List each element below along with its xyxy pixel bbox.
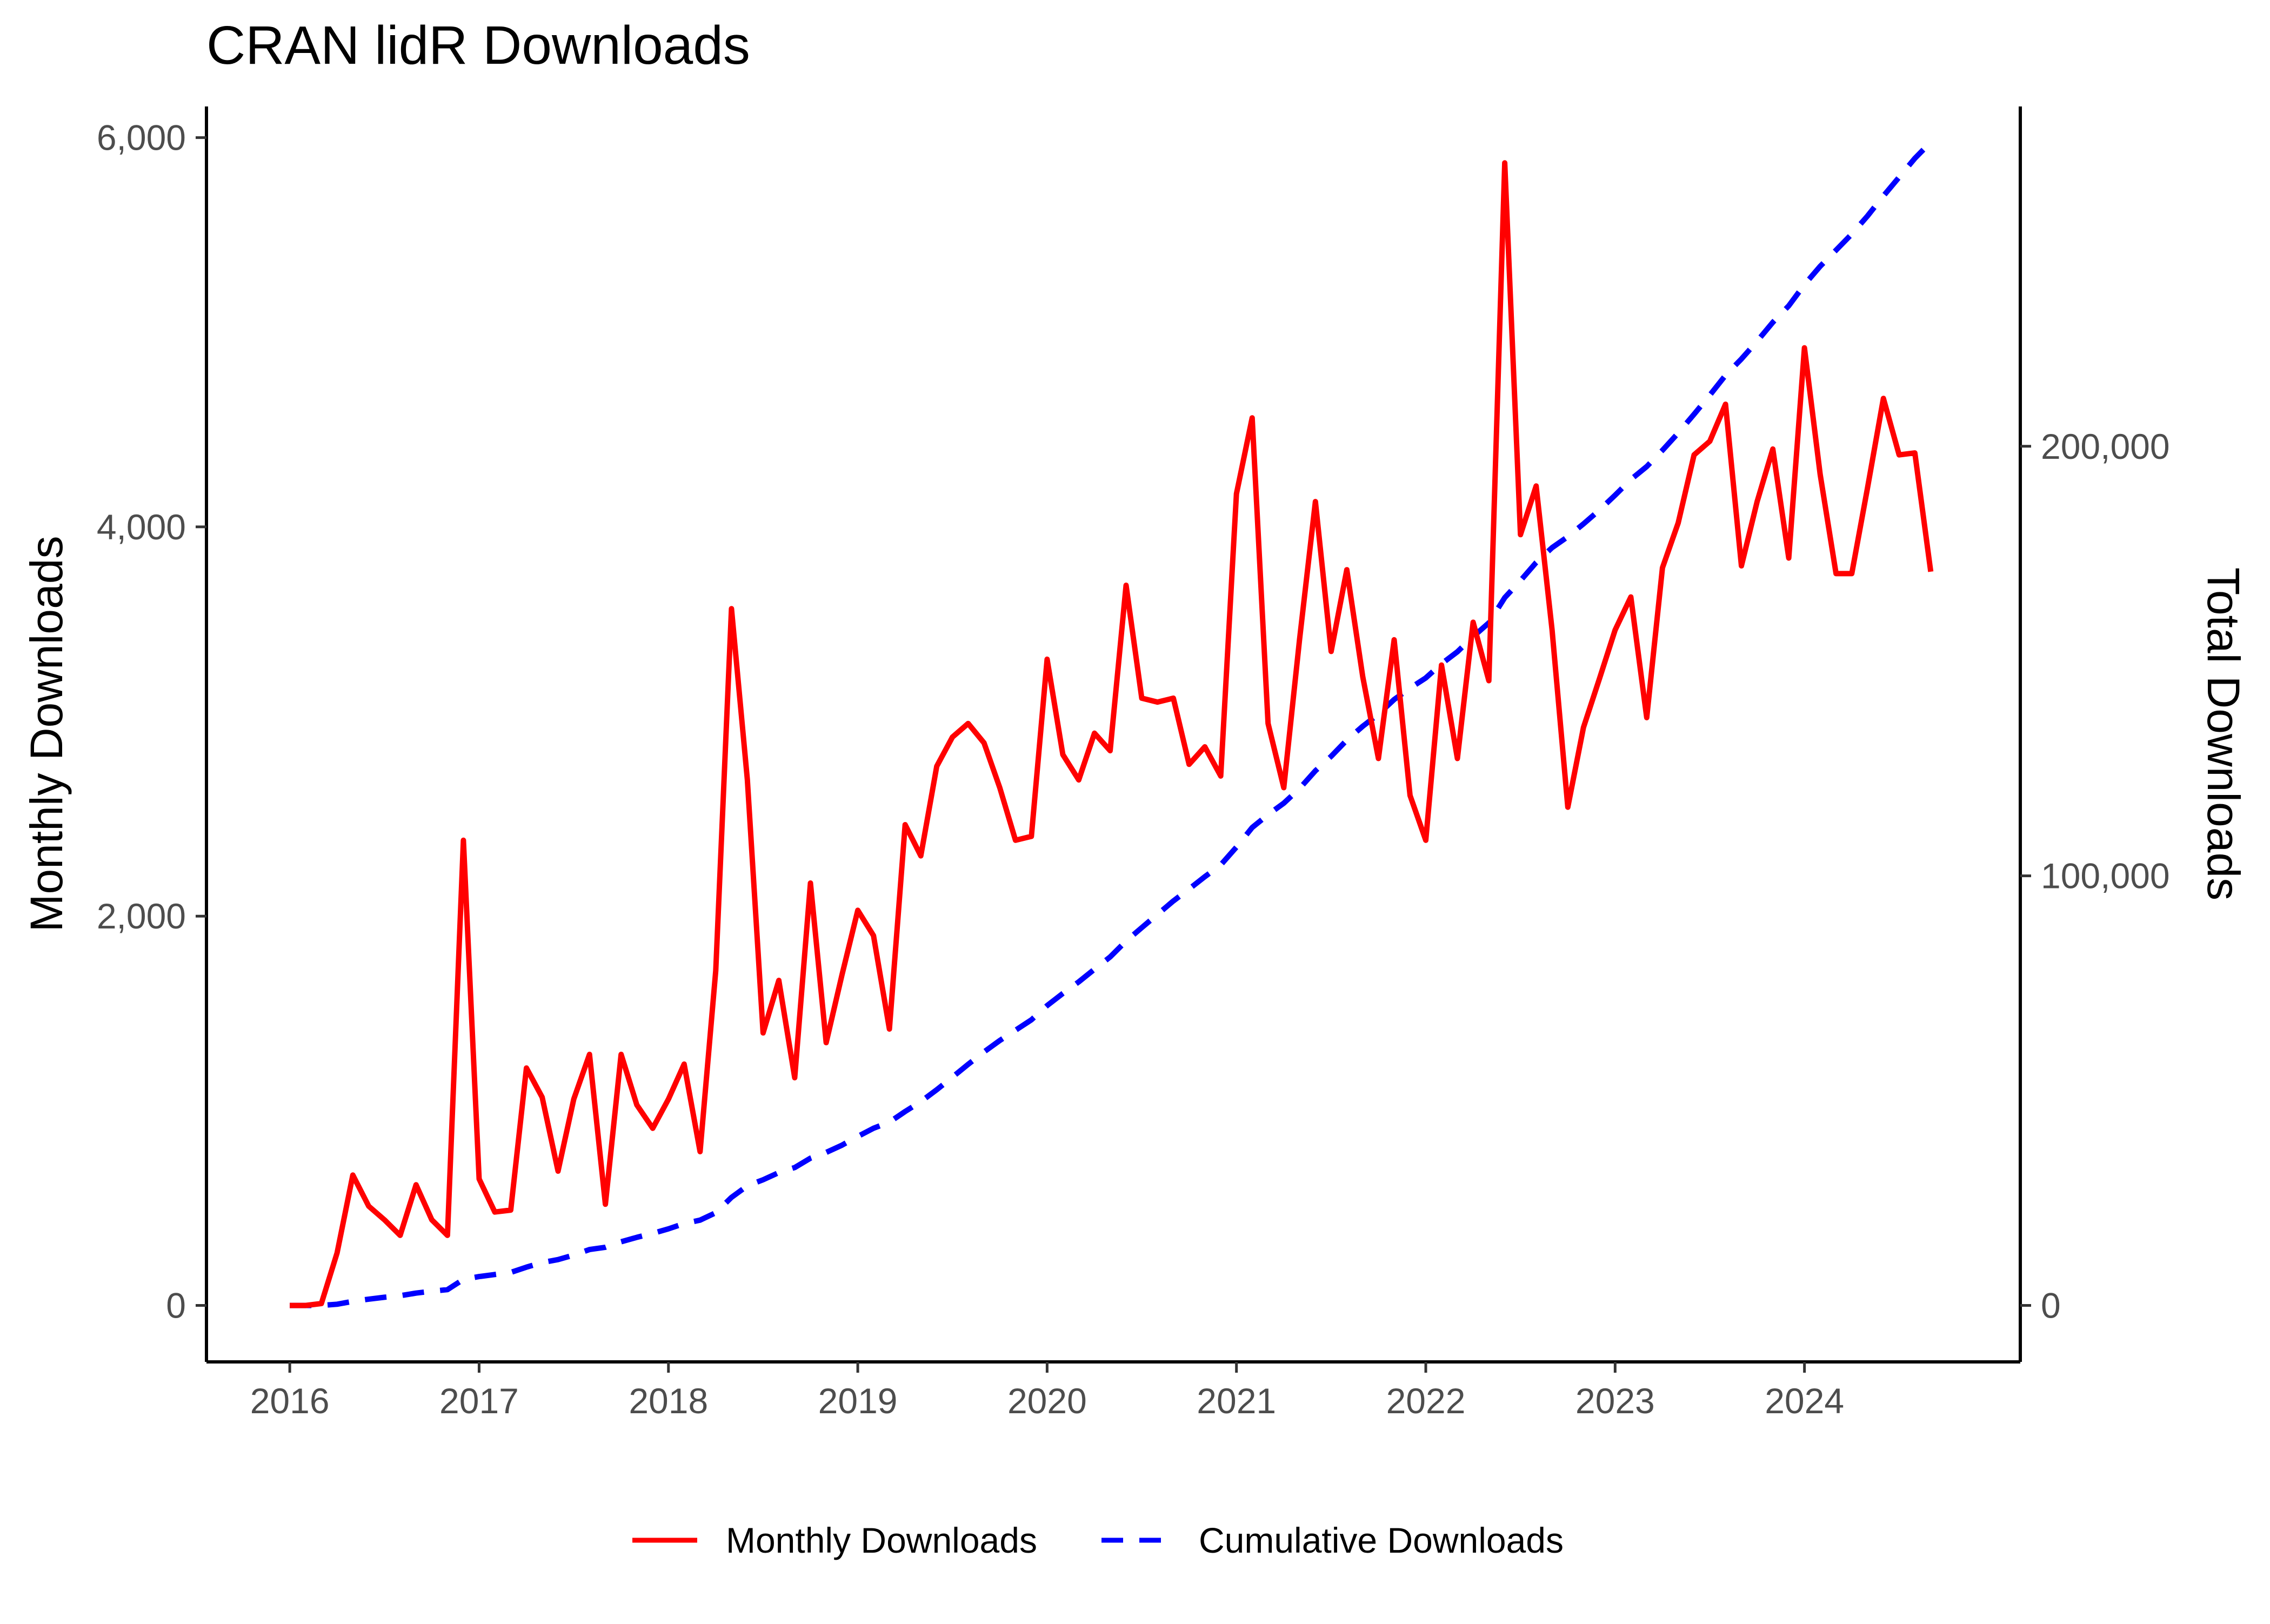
x-tick-label: 2016: [250, 1381, 330, 1421]
y-ticks-right: 0 100,000 200,000: [2020, 426, 2170, 1326]
x-ticks: 2016 2017 2018 2019 2020 2021 2022 2023 2024: [250, 1362, 1844, 1421]
y-tick-label-right: 200,000: [2041, 426, 2170, 466]
y-tick-label-left: 2,000: [97, 896, 186, 936]
legend-label-monthly-downloads: Monthly Downloads: [726, 1520, 1037, 1560]
x-tick-label: 2021: [1197, 1381, 1276, 1421]
legend: Monthly Downloads Cumulative Downloads: [632, 1520, 1564, 1560]
x-tick-label: 2017: [439, 1381, 519, 1421]
y-tick-label-right: 100,000: [2041, 856, 2170, 896]
plot-panel: 2016 2017 2018 2019 2020 2021 2022 2023 2024 0 2,…: [97, 106, 2170, 1421]
y-tick-label-right: 0: [2041, 1286, 2061, 1326]
y-tick-label-left: 6,000: [97, 118, 186, 158]
y-tick-label-left: 4,000: [97, 507, 186, 547]
cumulative-downloads-line: [290, 140, 1933, 1308]
y-tick-label-left: 0: [166, 1286, 186, 1326]
y-axis-title-right: Total Downloads: [2198, 567, 2249, 900]
x-tick-label: 2022: [1386, 1381, 1466, 1421]
x-tick-label: 2024: [1765, 1381, 1844, 1421]
x-tick-label: 2019: [818, 1381, 898, 1421]
monthly-downloads-line: [290, 160, 1934, 1308]
series-layer: [290, 140, 1934, 1308]
x-tick-label: 2020: [1007, 1381, 1087, 1421]
x-tick-label: 2018: [629, 1381, 708, 1421]
legend-label-cumulative-downloads: Cumulative Downloads: [1199, 1520, 1564, 1560]
y-axis-title-left: Monthly Downloads: [21, 536, 72, 932]
x-tick-label: 2023: [1575, 1381, 1655, 1421]
y-ticks-left: 0 2,000 4,000 6,000: [97, 118, 206, 1326]
chart-title: CRAN lidR Downloads: [206, 15, 750, 76]
